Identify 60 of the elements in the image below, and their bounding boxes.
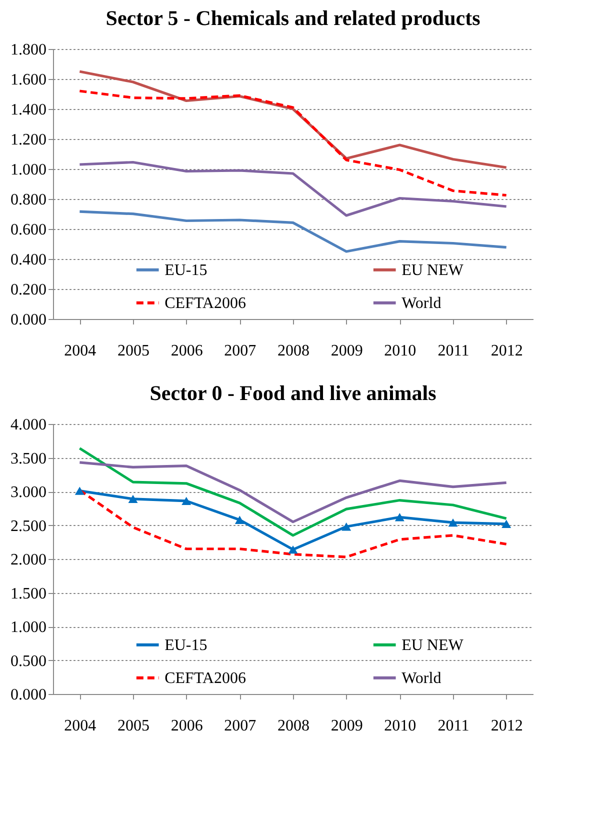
x-tick-label: 2006 [170,718,203,734]
y-tick-label: 0.400 [10,252,46,268]
x-tick-label: 2010 [384,718,416,734]
y-tick-label: 0.000 [10,312,46,328]
y-tick-label: 0.800 [10,192,46,208]
x-tick-label: 2009 [330,342,363,360]
x-tick-label: 2007 [224,342,256,360]
y-tick-label: 2.000 [10,552,46,568]
line-series [78,160,508,217]
x-tick-label: 2008 [278,718,310,734]
x-tick-label: 2007 [224,718,256,734]
line-series [78,210,508,253]
y-tick-label: 0.000 [10,686,46,704]
y-tick-label: 0.600 [10,222,46,238]
legend-label: CEFTA2006 [164,294,246,312]
y-tick-label: 1.800 [10,42,46,58]
point [342,522,352,531]
legend-label: CEFTA2006 [164,670,246,687]
x-tick-label: 2005 [118,718,150,734]
point [394,513,404,522]
x-tick-label: 2012 [490,718,523,734]
y-tick-label: 1.500 [10,585,46,602]
x-tick-label: 2009 [330,718,363,734]
y-tick-label: 1.200 [10,132,46,148]
x-tick-label: 2011 [438,718,470,734]
x-tick-label: 2004 [64,342,96,360]
point [234,516,244,524]
x-tick-label: 2012 [490,342,523,360]
chart-title: Sector 5 - Chemicals and related products [106,6,480,30]
point [448,518,458,527]
y-tick-label: 3.500 [10,450,46,468]
y-tick-label: 0.200 [10,282,46,298]
legend-label: World [402,670,442,687]
x-tick-label: 2004 [64,718,96,734]
legend-label: EU NEW [402,636,464,654]
legend-label: EU NEW [402,262,464,279]
y-tick-label: 3.000 [10,484,46,501]
x-tick-label: 2010 [384,342,416,360]
x-tick-label: 2011 [438,342,470,360]
legend-label: EU-15 [164,636,208,654]
line-series [78,461,508,524]
y-tick-label: 1.600 [10,72,46,88]
x-tick-label: 2005 [118,342,150,360]
point [502,520,512,528]
point [74,486,84,495]
y-tick-label: 1.000 [10,619,46,636]
y-tick-label: 4.000 [10,416,46,434]
legend-label: EU-15 [164,262,208,279]
y-tick-label: 2.500 [10,518,46,535]
chart-title: Sector 0 - Food and live animals [150,381,436,405]
point [182,496,192,506]
y-tick-label: 1.400 [10,102,46,118]
point [128,494,138,504]
x-tick-label: 2008 [278,342,310,360]
y-tick-label: 0.500 [10,652,46,670]
line-series [78,90,508,197]
y-tick-label: 1.000 [10,162,46,178]
point [288,545,298,554]
legend-label: World [402,294,442,312]
x-tick-label: 2006 [170,342,203,360]
